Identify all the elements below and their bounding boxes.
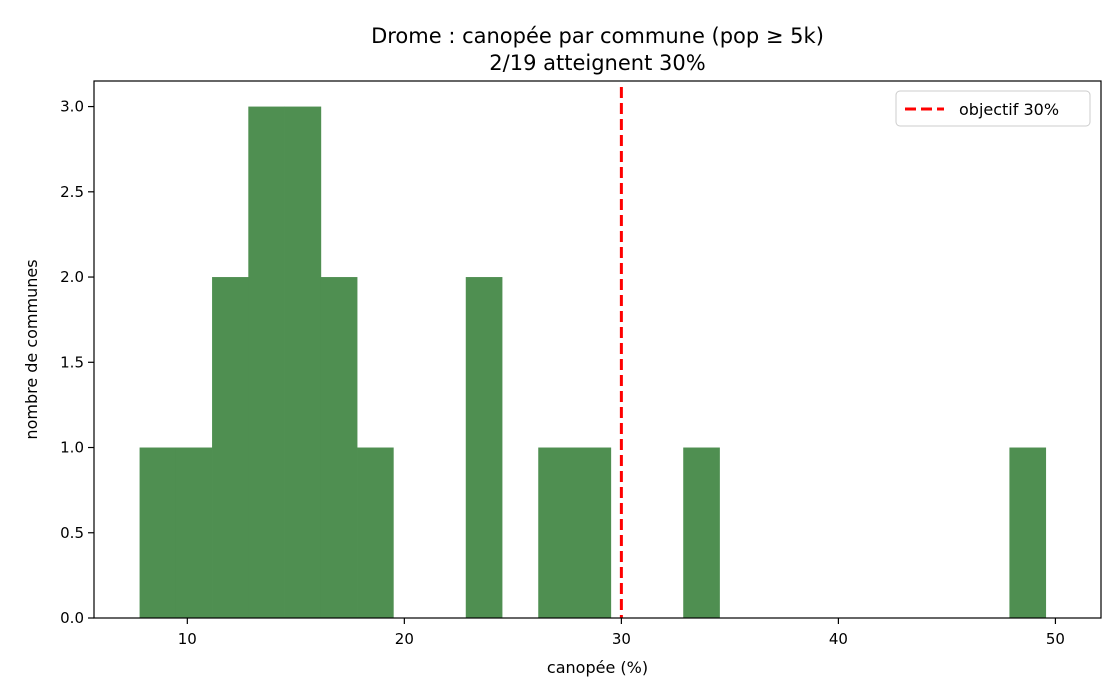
legend: objectif 30% (895, 90, 1091, 127)
y-tick-label: 1.5 (60, 353, 84, 371)
histogram-bar (357, 447, 394, 618)
histogram-bar (139, 447, 177, 618)
y-tick-label: 1.0 (60, 439, 84, 457)
histogram-bars (139, 106, 1047, 618)
x-tick-label: 50 (1046, 630, 1065, 648)
histogram-bar (465, 277, 503, 618)
histogram-bar (574, 447, 612, 618)
x-axis-label: canopée (%) (547, 658, 648, 677)
histogram-bar (175, 447, 213, 618)
histogram-bar (248, 106, 285, 618)
chart-subtitle: 2/19 atteignent 30% (489, 51, 705, 75)
y-tick-label: 0.0 (60, 609, 84, 627)
y-tick-label: 3.0 (60, 98, 84, 116)
y-axis-label: nombre de communes (22, 259, 41, 439)
chart-title: Drome : canopée par commune (pop ≥ 5k) (371, 24, 824, 48)
x-tick-label: 20 (395, 630, 414, 648)
histogram-bar (212, 277, 249, 618)
histogram-bar (284, 106, 322, 618)
x-tick-label: 40 (829, 630, 848, 648)
legend-label: objectif 30% (959, 100, 1059, 119)
histogram-bar (1009, 447, 1047, 618)
x-tick-label: 10 (178, 630, 197, 648)
y-tick-label: 2.5 (60, 183, 84, 201)
histogram-bar (320, 277, 358, 618)
histogram-bar (683, 447, 720, 618)
y-tick-label: 2.0 (60, 268, 84, 286)
x-tick-label: 30 (612, 630, 631, 648)
histogram-bar (538, 447, 575, 618)
axes (93, 80, 1102, 619)
y-tick-label: 0.5 (60, 524, 84, 542)
y-axis-ticks: 0.0 0.5 1.0 1.5 2.0 2.5 3.0 (60, 98, 94, 627)
legend-box (895, 90, 1091, 127)
x-axis-ticks: 10 20 30 40 50 (178, 618, 1065, 648)
plot-frame (93, 80, 1102, 619)
